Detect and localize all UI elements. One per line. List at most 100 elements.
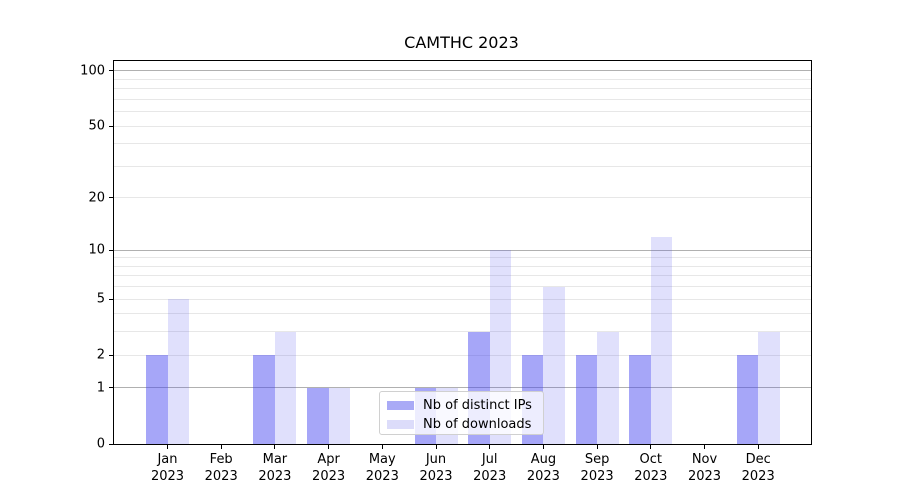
bar-downloads-dec bbox=[758, 331, 780, 444]
minor-gridline bbox=[114, 165, 811, 167]
bar-distinct-ips-sep bbox=[575, 355, 598, 444]
x-tick-year: 2023 bbox=[741, 469, 775, 484]
x-tick-month: May bbox=[368, 452, 396, 467]
minor-gridline bbox=[114, 265, 811, 267]
bar-downloads-mar bbox=[274, 331, 297, 444]
x-tick-mark bbox=[167, 445, 168, 449]
x-tick-year: 2023 bbox=[365, 469, 399, 484]
x-tick-year: 2023 bbox=[312, 469, 346, 484]
x-tick-mark bbox=[381, 445, 383, 449]
bar-downloads-apr bbox=[328, 387, 351, 444]
x-tick-year: 2023 bbox=[419, 469, 453, 484]
x-tick-mark bbox=[328, 445, 330, 449]
x-tick-month: Dec bbox=[745, 452, 771, 467]
y-tick-mark bbox=[109, 125, 113, 127]
x-tick-label: Jul 2023 bbox=[450, 451, 530, 485]
x-tick-month: Oct bbox=[639, 452, 663, 467]
x-tick-label: Feb 2023 bbox=[181, 451, 261, 485]
x-tick-month: Jan bbox=[157, 452, 178, 467]
bar-distinct-ips-apr bbox=[307, 387, 329, 444]
x-tick-month: Mar bbox=[262, 452, 288, 467]
y-tick-label: 20 bbox=[88, 190, 105, 206]
bar-downloads-aug bbox=[543, 286, 565, 444]
y-tick-label: 0 bbox=[96, 436, 105, 452]
minor-gridline bbox=[114, 143, 811, 145]
y-tick-label: 2 bbox=[96, 347, 105, 363]
y-tick-mark bbox=[109, 354, 113, 356]
x-tick-mark bbox=[489, 445, 491, 449]
minor-gridline bbox=[114, 111, 811, 113]
minor-gridline bbox=[114, 331, 811, 333]
bar-distinct-ips-dec bbox=[736, 355, 759, 444]
minor-gridline bbox=[114, 197, 811, 199]
minor-gridline bbox=[114, 78, 811, 80]
legend-label-distinct-ips: Nb of distinct IPs bbox=[423, 398, 532, 413]
x-tick-label: Oct 2023 bbox=[611, 451, 691, 485]
minor-gridline bbox=[114, 98, 811, 100]
chart-title: CAMTHC 2023 bbox=[404, 33, 519, 52]
x-tick-month: Jun bbox=[425, 452, 447, 467]
major-gridline bbox=[114, 387, 811, 389]
minor-gridline bbox=[114, 257, 811, 259]
x-tick-mark bbox=[704, 445, 705, 449]
minor-gridline bbox=[114, 275, 811, 277]
legend-item: Nb of downloads bbox=[387, 415, 537, 434]
x-tick-mark bbox=[220, 445, 222, 449]
x-tick-month: Apr bbox=[317, 452, 340, 467]
x-tick-label: Nov 2023 bbox=[665, 451, 745, 485]
x-tick-label: Dec 2023 bbox=[718, 451, 798, 485]
bar-distinct-ips-jan bbox=[146, 355, 168, 444]
y-tick-label: 1 bbox=[96, 380, 105, 396]
x-tick-label: Apr 2023 bbox=[289, 451, 369, 485]
x-tick-label: May 2023 bbox=[342, 451, 422, 485]
y-tick-label: 10 bbox=[88, 242, 105, 258]
minor-gridline bbox=[114, 313, 811, 315]
legend-swatch-distinct-ips bbox=[387, 401, 414, 410]
bar-distinct-ips-oct bbox=[629, 355, 651, 444]
x-tick-year: 2023 bbox=[634, 469, 668, 484]
x-tick-year: 2023 bbox=[580, 469, 614, 484]
bar-distinct-ips-mar bbox=[253, 355, 275, 444]
major-gridline bbox=[114, 249, 811, 251]
y-tick-mark bbox=[109, 443, 113, 445]
minor-gridline bbox=[114, 125, 811, 127]
bar-downloads-sep bbox=[597, 331, 619, 444]
x-tick-year: 2023 bbox=[473, 469, 507, 484]
legend-item: Nb of distinct IPs bbox=[387, 396, 537, 415]
minor-gridline bbox=[114, 354, 811, 356]
major-gridline bbox=[114, 70, 811, 72]
y-tick-mark bbox=[109, 70, 113, 72]
y-tick-mark bbox=[109, 298, 113, 300]
x-tick-month: Feb bbox=[209, 452, 233, 467]
x-tick-year: 2023 bbox=[687, 469, 722, 484]
x-tick-month: Jul bbox=[481, 452, 498, 467]
legend-label-downloads: Nb of downloads bbox=[423, 417, 532, 432]
x-tick-mark bbox=[650, 445, 652, 449]
x-tick-label: Mar 2023 bbox=[235, 451, 315, 485]
x-tick-month: Sep bbox=[584, 452, 610, 467]
x-tick-mark bbox=[542, 445, 544, 449]
x-tick-month: Nov bbox=[691, 452, 718, 467]
bar-downloads-oct bbox=[650, 236, 673, 444]
x-tick-label: Jun 2023 bbox=[396, 451, 476, 485]
x-tick-year: 2023 bbox=[150, 469, 185, 484]
x-tick-year: 2023 bbox=[526, 469, 560, 484]
legend: Nb of distinct IPs Nb of downloads bbox=[379, 391, 544, 435]
minor-gridline bbox=[114, 298, 811, 300]
minor-gridline bbox=[114, 88, 811, 90]
x-tick-label: Jan 2023 bbox=[128, 451, 208, 485]
x-tick-month: Aug bbox=[530, 452, 557, 467]
y-tick-mark bbox=[109, 249, 113, 251]
x-tick-mark bbox=[274, 445, 276, 449]
minor-gridline bbox=[114, 286, 811, 288]
x-tick-label: Aug 2023 bbox=[503, 451, 583, 485]
x-tick-mark bbox=[596, 445, 598, 449]
legend-swatch-downloads bbox=[387, 420, 414, 429]
y-tick-mark bbox=[109, 387, 113, 389]
y-tick-label: 5 bbox=[96, 291, 105, 307]
x-tick-mark bbox=[435, 445, 437, 449]
x-tick-year: 2023 bbox=[204, 469, 238, 484]
x-tick-label: Sep 2023 bbox=[557, 451, 637, 485]
plot-area: Nb of distinct IPs Nb of downloads 0 1 2 5 1… bbox=[80, 60, 812, 484]
